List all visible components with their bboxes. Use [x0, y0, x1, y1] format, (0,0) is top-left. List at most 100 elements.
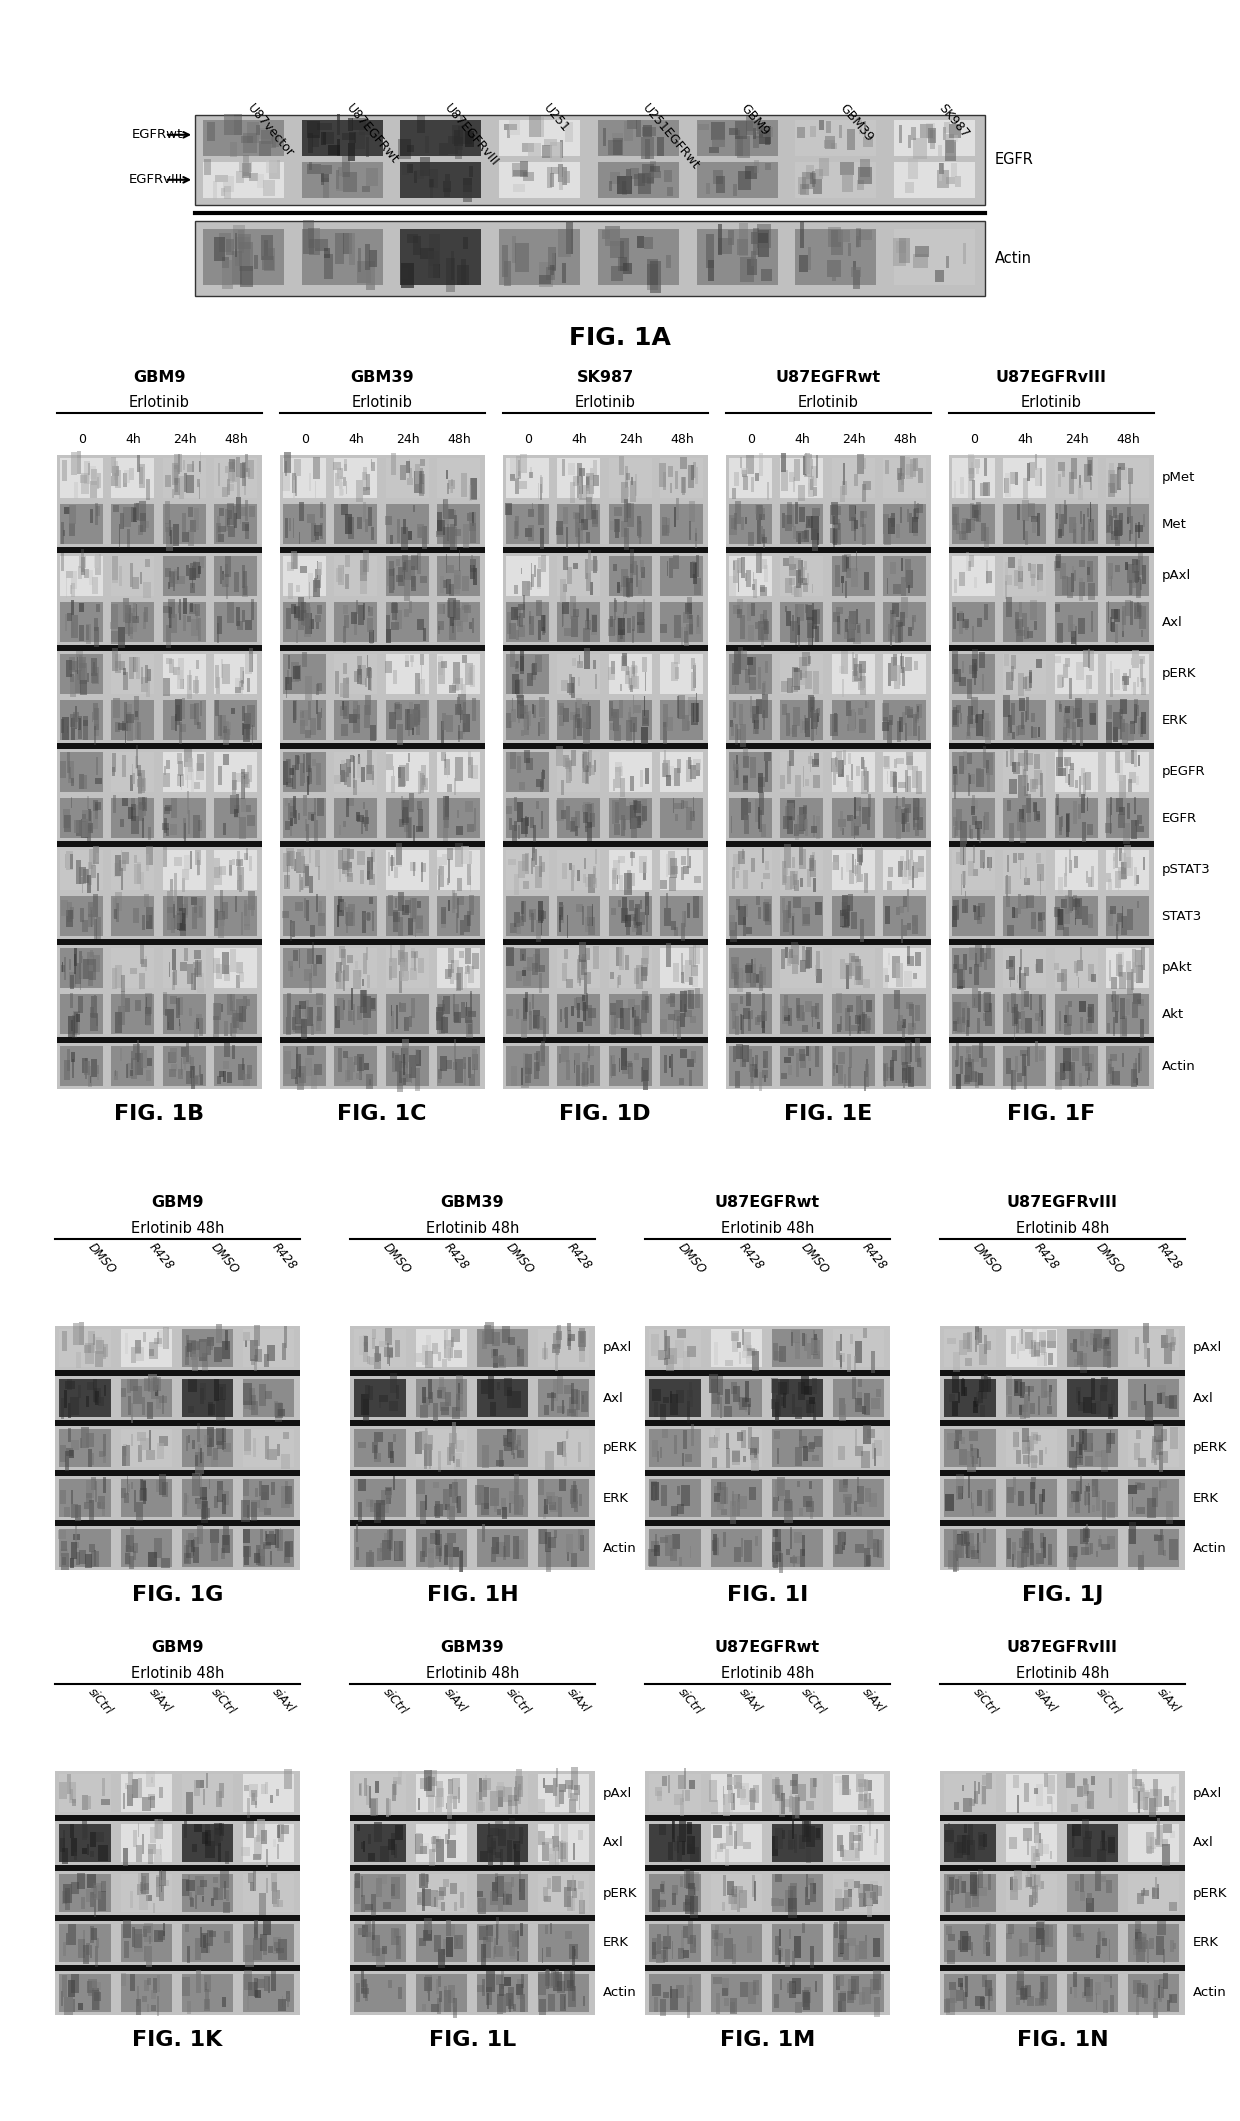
Bar: [537, 568, 541, 588]
Bar: [60, 505, 103, 543]
Bar: [957, 910, 959, 918]
Bar: [449, 948, 454, 963]
Bar: [129, 1557, 134, 1570]
Bar: [615, 520, 619, 539]
Bar: [1035, 965, 1038, 971]
Bar: [456, 1495, 460, 1514]
Bar: [812, 611, 817, 630]
Bar: [616, 876, 618, 884]
Bar: [197, 753, 203, 770]
Bar: [976, 467, 978, 475]
Bar: [839, 959, 844, 980]
Bar: [750, 1438, 758, 1459]
Bar: [424, 136, 429, 153]
Bar: [368, 607, 372, 615]
Text: siAxl: siAxl: [1154, 1686, 1182, 1716]
Bar: [405, 708, 410, 730]
Bar: [800, 507, 805, 522]
Bar: [614, 725, 621, 742]
Bar: [351, 613, 357, 624]
Bar: [434, 1536, 436, 1544]
Bar: [383, 1903, 391, 1909]
Bar: [608, 140, 622, 155]
Bar: [218, 916, 224, 937]
Bar: [744, 904, 748, 916]
Bar: [1080, 1873, 1084, 1892]
Bar: [1065, 658, 1070, 666]
Bar: [77, 821, 82, 836]
Bar: [593, 867, 596, 882]
Bar: [143, 613, 146, 630]
Bar: [170, 823, 177, 836]
Bar: [729, 995, 773, 1035]
Bar: [179, 1069, 184, 1080]
Bar: [221, 723, 224, 730]
Bar: [546, 1451, 554, 1470]
Bar: [299, 950, 300, 969]
Bar: [405, 655, 409, 666]
Bar: [972, 1504, 973, 1517]
Bar: [372, 1934, 381, 1956]
Bar: [368, 507, 372, 526]
Bar: [389, 1374, 397, 1393]
Bar: [1123, 823, 1130, 844]
Bar: [579, 1900, 585, 1913]
Bar: [983, 993, 988, 1012]
Bar: [461, 602, 469, 611]
Bar: [717, 1489, 724, 1510]
Bar: [196, 611, 198, 630]
Bar: [1003, 505, 1047, 543]
Bar: [179, 604, 181, 613]
Bar: [190, 520, 196, 532]
Bar: [732, 1890, 738, 1911]
Bar: [1132, 950, 1136, 974]
Bar: [733, 702, 735, 719]
Bar: [1011, 1875, 1017, 1892]
Bar: [200, 702, 202, 717]
Bar: [366, 1932, 374, 1953]
Bar: [1122, 611, 1125, 632]
Bar: [541, 772, 544, 789]
Bar: [1131, 1069, 1137, 1086]
Bar: [759, 1071, 763, 1090]
Bar: [888, 624, 892, 641]
Bar: [795, 821, 800, 840]
Bar: [424, 1771, 432, 1792]
Bar: [867, 1898, 872, 1917]
Bar: [255, 1489, 258, 1497]
Bar: [1090, 713, 1096, 725]
Text: FIG. 1B: FIG. 1B: [114, 1105, 205, 1124]
Bar: [494, 1947, 495, 1960]
Bar: [284, 452, 291, 473]
Bar: [774, 1559, 779, 1565]
Bar: [393, 910, 398, 933]
Bar: [668, 1349, 671, 1360]
Bar: [247, 804, 250, 812]
Bar: [448, 1347, 451, 1362]
Bar: [1017, 1970, 1024, 1989]
Bar: [573, 865, 575, 876]
Bar: [956, 1044, 959, 1067]
Bar: [1080, 1476, 1083, 1493]
Bar: [353, 670, 358, 681]
Bar: [502, 1892, 510, 1905]
Bar: [357, 655, 362, 679]
Bar: [662, 764, 668, 776]
Bar: [341, 759, 346, 770]
Bar: [1089, 522, 1090, 532]
Bar: [68, 658, 76, 670]
Bar: [520, 161, 528, 176]
Bar: [61, 1548, 68, 1557]
Bar: [839, 1934, 843, 1953]
Bar: [171, 462, 179, 486]
Bar: [159, 1871, 166, 1886]
Bar: [660, 995, 703, 1035]
Bar: [516, 1540, 525, 1559]
Bar: [88, 901, 93, 918]
Bar: [205, 1989, 210, 2009]
Bar: [315, 481, 316, 498]
Bar: [255, 1546, 260, 1565]
Bar: [1014, 1003, 1018, 1024]
Bar: [513, 170, 527, 176]
Bar: [981, 1406, 985, 1417]
